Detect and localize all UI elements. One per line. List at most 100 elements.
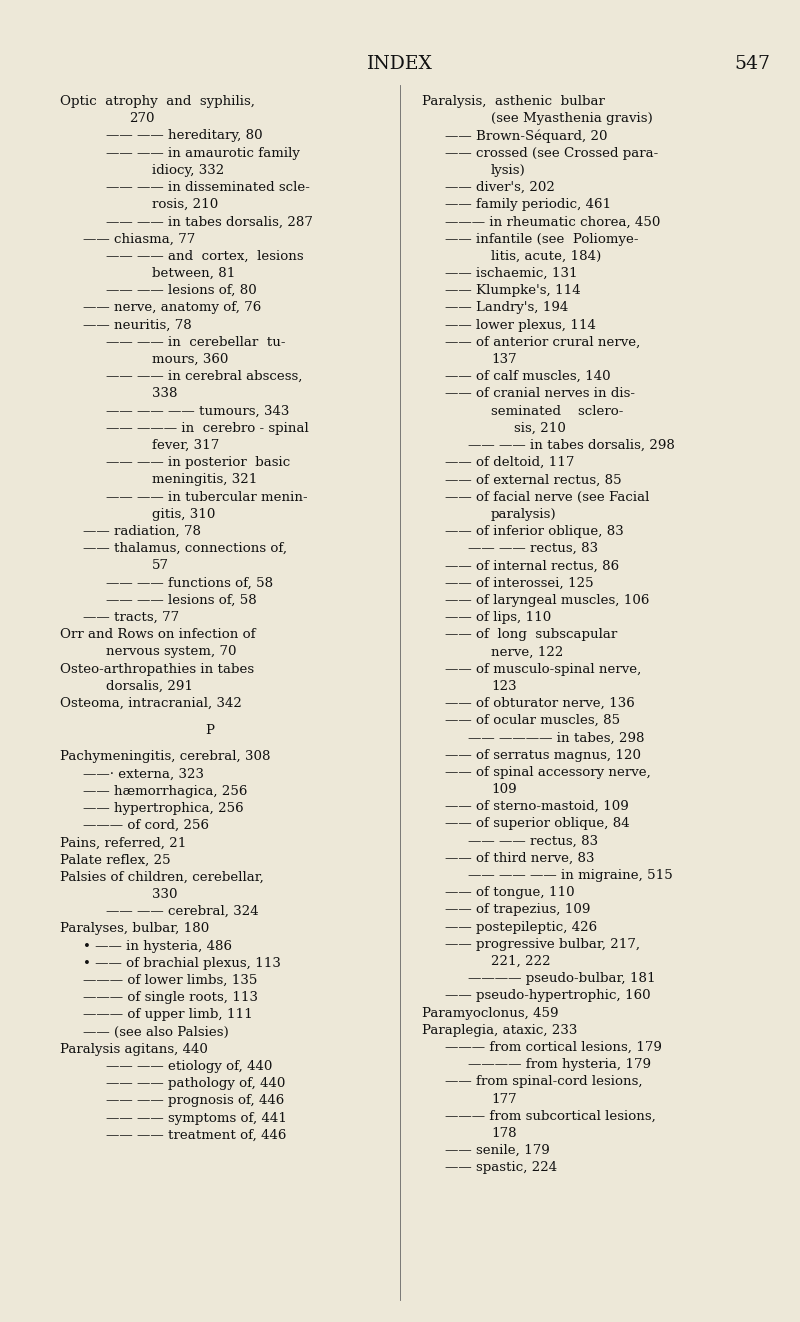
Text: mours, 360: mours, 360 <box>152 353 228 366</box>
Text: —— —— etiology of, 440: —— —— etiology of, 440 <box>106 1060 272 1073</box>
Text: —— crossed (see Crossed para-: —— crossed (see Crossed para- <box>445 147 658 160</box>
Text: fever, 317: fever, 317 <box>152 439 219 452</box>
Text: ——— of cord, 256: ——— of cord, 256 <box>83 820 209 832</box>
Text: ——— of lower limbs, 135: ——— of lower limbs, 135 <box>83 974 258 988</box>
Text: —— Brown-Séquard, 20: —— Brown-Séquard, 20 <box>445 130 607 143</box>
Text: seminated    sclero-: seminated sclero- <box>491 405 623 418</box>
Text: —— —— in tabes dorsalis, 287: —— —— in tabes dorsalis, 287 <box>106 215 313 229</box>
Text: —— nerve, anatomy of, 76: —— nerve, anatomy of, 76 <box>83 301 262 315</box>
Text: gitis, 310: gitis, 310 <box>152 508 215 521</box>
Text: rosis, 210: rosis, 210 <box>152 198 218 212</box>
Text: ——— from subcortical lesions,: ——— from subcortical lesions, <box>445 1109 656 1122</box>
Text: —— of external rectus, 85: —— of external rectus, 85 <box>445 473 622 486</box>
Text: —— spastic, 224: —— spastic, 224 <box>445 1162 557 1174</box>
Text: —— ——— in  cerebro - spinal: —— ——— in cerebro - spinal <box>106 422 309 435</box>
Text: —— from spinal-cord lesions,: —— from spinal-cord lesions, <box>445 1075 642 1088</box>
Text: 270: 270 <box>129 112 154 126</box>
Text: —— of lips, 110: —— of lips, 110 <box>445 611 551 624</box>
Text: • —— in hysteria, 486: • —— in hysteria, 486 <box>83 940 232 953</box>
Text: —— of deltoid, 117: —— of deltoid, 117 <box>445 456 574 469</box>
Text: —— —— lesions of, 58: —— —— lesions of, 58 <box>106 594 257 607</box>
Text: —— of obturator nerve, 136: —— of obturator nerve, 136 <box>445 697 634 710</box>
Text: —— —— and  cortex,  lesions: —— —— and cortex, lesions <box>106 250 304 263</box>
Text: —— of third nerve, 83: —— of third nerve, 83 <box>445 851 594 865</box>
Text: meningitis, 321: meningitis, 321 <box>152 473 258 486</box>
Text: —— of facial nerve (see Facial: —— of facial nerve (see Facial <box>445 490 650 504</box>
Text: Pains, referred, 21: Pains, referred, 21 <box>60 837 186 849</box>
Text: lysis): lysis) <box>491 164 526 177</box>
Text: Paralysis agitans, 440: Paralysis agitans, 440 <box>60 1043 208 1056</box>
Text: —— —— —— in migraine, 515: —— —— —— in migraine, 515 <box>468 869 673 882</box>
Text: —— tracts, 77: —— tracts, 77 <box>83 611 179 624</box>
Text: —— postepileptic, 426: —— postepileptic, 426 <box>445 920 597 933</box>
Text: 57: 57 <box>152 559 169 572</box>
Text: 177: 177 <box>491 1092 517 1105</box>
Text: —— of laryngeal muscles, 106: —— of laryngeal muscles, 106 <box>445 594 650 607</box>
Text: Palate reflex, 25: Palate reflex, 25 <box>60 854 170 866</box>
Text: —— —— rectus, 83: —— —— rectus, 83 <box>468 542 598 555</box>
Text: —— diver's, 202: —— diver's, 202 <box>445 181 555 194</box>
Text: —— —— in  cerebellar  tu-: —— —— in cerebellar tu- <box>106 336 286 349</box>
Text: INDEX: INDEX <box>367 56 433 73</box>
Text: —— —— in tubercular menin-: —— —— in tubercular menin- <box>106 490 308 504</box>
Text: —— (see also Palsies): —— (see also Palsies) <box>83 1026 229 1039</box>
Text: Osteo-arthropathies in tabes: Osteo-arthropathies in tabes <box>60 662 254 676</box>
Text: —— hæmorrhagica, 256: —— hæmorrhagica, 256 <box>83 785 247 797</box>
Text: idiocy, 332: idiocy, 332 <box>152 164 224 177</box>
Text: Orr and Rows on infection of: Orr and Rows on infection of <box>60 628 256 641</box>
Text: —— ———— in tabes, 298: —— ———— in tabes, 298 <box>468 731 645 744</box>
Text: litis, acute, 184): litis, acute, 184) <box>491 250 602 263</box>
Text: Paramyoclonus, 459: Paramyoclonus, 459 <box>422 1006 558 1019</box>
Text: 137: 137 <box>491 353 517 366</box>
Text: —— —— in cerebral abscess,: —— —— in cerebral abscess, <box>106 370 302 383</box>
Text: Optic  atrophy  and  syphilis,: Optic atrophy and syphilis, <box>60 95 255 108</box>
Text: —— of serratus magnus, 120: —— of serratus magnus, 120 <box>445 748 641 761</box>
Text: —— —— in posterior  basic: —— —— in posterior basic <box>106 456 290 469</box>
Text: Palsies of children, cerebellar,: Palsies of children, cerebellar, <box>60 871 264 883</box>
Text: —— —— in amaurotic family: —— —— in amaurotic family <box>106 147 300 160</box>
Text: —— —— pathology of, 440: —— —— pathology of, 440 <box>106 1077 286 1091</box>
Text: —— radiation, 78: —— radiation, 78 <box>83 525 201 538</box>
Text: —— of interossei, 125: —— of interossei, 125 <box>445 576 594 590</box>
Text: —— of internal rectus, 86: —— of internal rectus, 86 <box>445 559 619 572</box>
Text: —— of musculo-spinal nerve,: —— of musculo-spinal nerve, <box>445 662 642 676</box>
Text: —— of anterior crural nerve,: —— of anterior crural nerve, <box>445 336 640 349</box>
Text: —— lower plexus, 114: —— lower plexus, 114 <box>445 319 596 332</box>
Text: 338: 338 <box>152 387 178 401</box>
Text: 109: 109 <box>491 783 517 796</box>
Text: —— thalamus, connections of,: —— thalamus, connections of, <box>83 542 287 555</box>
Text: —— —— treatment of, 446: —— —— treatment of, 446 <box>106 1129 286 1142</box>
Text: ——— from cortical lesions, 179: ——— from cortical lesions, 179 <box>445 1040 662 1054</box>
Text: —— chiasma, 77: —— chiasma, 77 <box>83 233 195 246</box>
Text: —— infantile (see  Poliomye-: —— infantile (see Poliomye- <box>445 233 638 246</box>
Text: —— —— —— tumours, 343: —— —— —— tumours, 343 <box>106 405 290 418</box>
Text: —— ischaemic, 131: —— ischaemic, 131 <box>445 267 578 280</box>
Text: —— —— rectus, 83: —— —— rectus, 83 <box>468 834 598 847</box>
Text: —— —— symptoms of, 441: —— —— symptoms of, 441 <box>106 1112 287 1125</box>
Text: —— —— in tabes dorsalis, 298: —— —— in tabes dorsalis, 298 <box>468 439 675 452</box>
Text: —— Klumpke's, 114: —— Klumpke's, 114 <box>445 284 581 297</box>
Text: 547: 547 <box>734 56 770 73</box>
Text: —— senile, 179: —— senile, 179 <box>445 1145 550 1157</box>
Text: —— of tongue, 110: —— of tongue, 110 <box>445 886 574 899</box>
Text: Osteoma, intracranial, 342: Osteoma, intracranial, 342 <box>60 697 242 710</box>
Text: Pachymeningitis, cerebral, 308: Pachymeningitis, cerebral, 308 <box>60 751 270 763</box>
Text: —— pseudo-hypertrophic, 160: —— pseudo-hypertrophic, 160 <box>445 989 650 1002</box>
Text: ——— in rheumatic chorea, 450: ——— in rheumatic chorea, 450 <box>445 215 660 229</box>
Text: 330: 330 <box>152 888 178 900</box>
Text: —— —— cerebral, 324: —— —— cerebral, 324 <box>106 906 258 917</box>
Text: dorsalis, 291: dorsalis, 291 <box>106 680 193 693</box>
Text: —— of  long  subscapular: —— of long subscapular <box>445 628 618 641</box>
Text: —— neuritis, 78: —— neuritis, 78 <box>83 319 192 332</box>
Text: —— of superior oblique, 84: —— of superior oblique, 84 <box>445 817 630 830</box>
Text: —— hypertrophica, 256: —— hypertrophica, 256 <box>83 802 244 814</box>
Text: nervous system, 70: nervous system, 70 <box>106 645 237 658</box>
Text: —— —— prognosis of, 446: —— —— prognosis of, 446 <box>106 1095 284 1108</box>
Text: 123: 123 <box>491 680 517 693</box>
Text: Paraplegia, ataxic, 233: Paraplegia, ataxic, 233 <box>422 1023 578 1036</box>
Text: —— of trapezius, 109: —— of trapezius, 109 <box>445 903 590 916</box>
Text: (see Myasthenia gravis): (see Myasthenia gravis) <box>491 112 653 126</box>
Text: 178: 178 <box>491 1126 517 1140</box>
Text: nerve, 122: nerve, 122 <box>491 645 563 658</box>
Text: sis, 210: sis, 210 <box>514 422 566 435</box>
